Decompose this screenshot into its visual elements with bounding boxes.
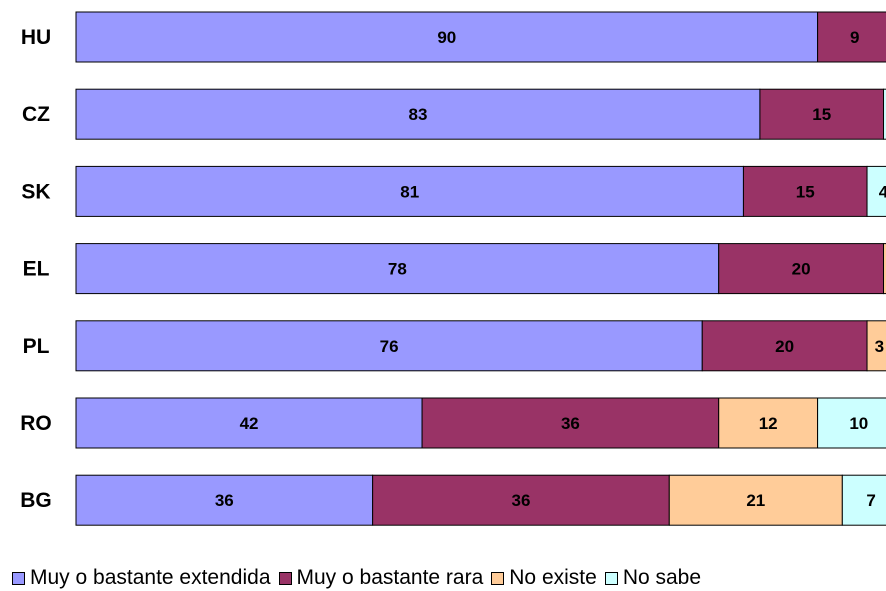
bar-hu-series-0	[75, 11, 819, 63]
legend: Muy o bastante extendida Muy o bastante r…	[12, 565, 709, 591]
data-label-sk-series-3: 4	[879, 182, 886, 201]
bar-el-series-1	[718, 243, 885, 295]
bar-el-series-0	[75, 243, 720, 295]
legend-item-1: Muy o bastante rara	[278, 566, 484, 590]
bar-pl-series-0	[75, 320, 703, 372]
bar-cz-series-1	[759, 88, 885, 140]
legend-swatch	[278, 571, 292, 585]
legend-label: No sabe	[622, 566, 702, 589]
data-label-sk-series-1: 15	[796, 182, 815, 201]
data-label-ro-series-3: 10	[849, 414, 868, 433]
category-label-bg: BG	[20, 489, 52, 512]
bar-bg-series-3	[841, 474, 886, 526]
legend-item-0: Muy o bastante extendida	[12, 566, 271, 590]
bar-ro-series-3	[817, 397, 886, 449]
data-label-pl-series-2: 3	[875, 337, 884, 356]
data-label-ro-series-1: 36	[561, 414, 580, 433]
data-label-sk-series-0: 81	[400, 182, 419, 201]
bar-ro-series-1	[421, 397, 720, 449]
legend-swatch	[604, 571, 618, 585]
data-label-ro-series-2: 12	[759, 414, 778, 433]
data-label-pl-series-1: 20	[775, 337, 794, 356]
bar-pl-series-1	[701, 320, 868, 372]
bar-ro-series-2	[718, 397, 819, 449]
data-label-el-series-1: 20	[792, 260, 811, 279]
bar-hu-series-1	[817, 11, 886, 63]
legend-item-2: No existe	[491, 566, 597, 590]
legend-label: Muy o bastante rara	[296, 566, 484, 589]
bar-cz-series-0	[75, 88, 761, 140]
data-label-hu-series-1: 9	[850, 28, 859, 47]
data-label-bg-series-1: 36	[511, 491, 530, 510]
bar-cz-series-3	[883, 88, 886, 140]
bar-bg-series-2	[668, 474, 843, 526]
category-label-sk: SK	[21, 180, 50, 203]
stacked-bar-chart: HU909CZ83152SK81154EL78202PL76203RO42361…	[20, 11, 886, 526]
category-label-hu: HU	[21, 26, 51, 49]
legend-swatch	[491, 571, 505, 585]
data-label-cz-series-1: 15	[812, 105, 831, 124]
legend-item-3: No sabe	[604, 566, 702, 590]
bar-pl-series-2	[866, 320, 886, 372]
data-label-el-series-0: 78	[388, 260, 407, 279]
category-label-cz: CZ	[22, 103, 50, 126]
data-label-ro-series-0: 42	[240, 414, 259, 433]
bar-ro-series-0	[75, 397, 423, 449]
data-label-hu-series-0: 90	[437, 28, 456, 47]
legend-swatch	[12, 571, 25, 585]
data-label-cz-series-0: 83	[408, 105, 427, 124]
data-label-bg-series-0: 36	[215, 491, 234, 510]
data-label-bg-series-3: 7	[866, 491, 875, 510]
legend-label: No existe	[509, 566, 597, 589]
category-label-ro: RO	[20, 412, 52, 435]
category-label-pl: PL	[23, 335, 50, 358]
data-label-pl-series-0: 76	[380, 337, 399, 356]
bar-sk-series-1	[742, 165, 868, 217]
category-label-el: EL	[23, 258, 50, 281]
bar-sk-series-3	[866, 165, 886, 217]
legend-label: Muy o bastante extendida	[30, 566, 271, 589]
bar-el-series-2	[883, 243, 886, 295]
data-label-bg-series-2: 21	[746, 491, 765, 510]
bar-sk-series-0	[75, 165, 744, 217]
